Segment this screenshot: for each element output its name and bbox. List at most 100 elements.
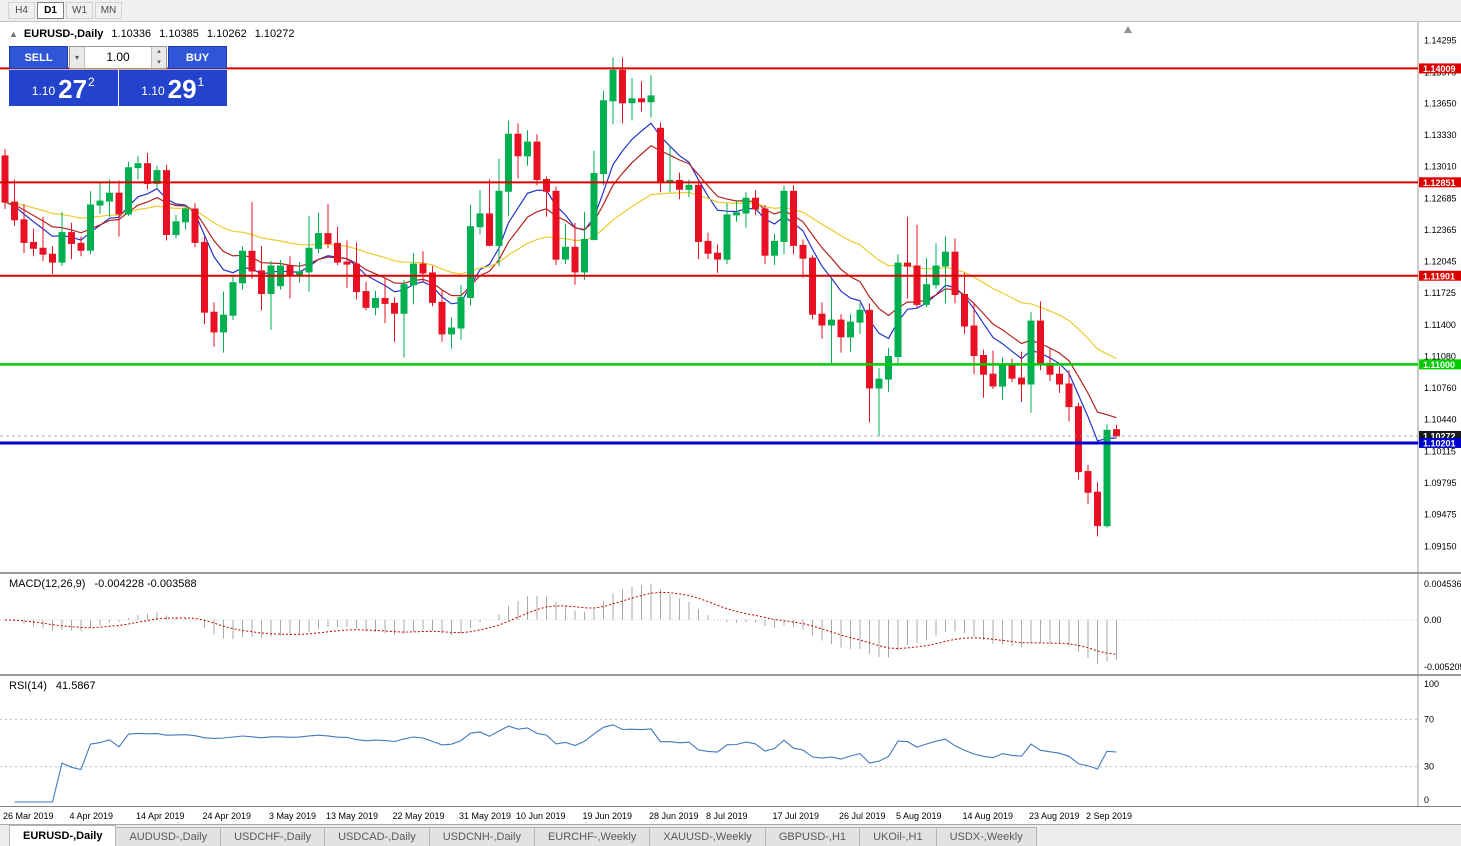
macd-canvas[interactable]: 0.004536 0.00 -0.005205 (0, 574, 1461, 674)
main-chart-canvas[interactable]: 1.142951.139701.136501.133301.130101.126… (0, 22, 1461, 572)
macd-histogram (14, 583, 1117, 664)
price-badge-1.11901 (1419, 270, 1461, 281)
volume-stepper: ▴ ▾ (151, 47, 166, 68)
svg-text:1.11901: 1.11901 (1423, 271, 1455, 281)
main-chart-panel: 1.142951.139701.136501.133301.130101.126… (0, 22, 1461, 572)
svg-text:1.10440: 1.10440 (1424, 414, 1457, 424)
chart-tab-gbpusd-h1[interactable]: GBPUSD-,H1 (764, 827, 861, 846)
svg-text:1.12045: 1.12045 (1424, 257, 1457, 267)
chart-tab-eurchf-weekly[interactable]: EURCHF-,Weekly (533, 827, 651, 846)
sell-price-whole: 1.10 (31, 84, 56, 98)
chart-tab-eurusd-daily[interactable]: EURUSD-,Daily (9, 825, 117, 846)
chart-tab-audusd-daily[interactable]: AUDUSD-,Daily (115, 827, 222, 846)
ohlc-open: 1.10336 (111, 28, 152, 40)
ma-slow-yellow (4, 191, 1117, 360)
price-badge-1.11000 (1419, 359, 1461, 370)
timeframe-button-h4[interactable]: H4 (8, 2, 35, 19)
svg-text:0.004536: 0.004536 (1424, 579, 1461, 589)
date-label: 26 Mar 2019 (3, 811, 54, 821)
buy-price-pipette: 1 (197, 75, 205, 89)
chart-tab-usdcnh-daily[interactable]: USDCNH-,Daily (428, 827, 535, 846)
chart-tab-bar: EURUSD-,Daily AUDUSD-,Daily USDCHF-,Daily U… (0, 824, 1461, 846)
date-label: 5 Aug 2019 (896, 811, 942, 821)
macd-values: -0.004228 -0.003588 (94, 578, 197, 590)
price-badge-1.14009 (1419, 63, 1461, 74)
timeframe-button-w1[interactable]: W1 (66, 2, 93, 19)
panel-divider-rsi[interactable] (0, 674, 1461, 676)
date-label: 31 May 2019 (459, 811, 512, 821)
svg-text:1.11080: 1.11080 (1424, 352, 1456, 362)
chart-shift-marker (1124, 26, 1132, 33)
svg-text:100: 100 (1424, 679, 1439, 689)
timeframe-toolbar: H4 D1 W1 MN (0, 0, 1461, 22)
date-label: 28 Jun 2019 (649, 811, 699, 821)
svg-text:1.12365: 1.12365 (1424, 225, 1457, 235)
rsi-indicator-panel: 100 70 30 0 RSI(14) 41.5867 (0, 676, 1461, 806)
svg-text:1.09795: 1.09795 (1424, 478, 1457, 488)
volume-down-icon[interactable]: ▾ (152, 57, 166, 68)
chart-tab-usdcad-daily[interactable]: USDCAD-,Daily (324, 827, 430, 846)
buy-price-pips: 29 (167, 74, 197, 104)
ma-fast-blue (4, 122, 1117, 442)
svg-text:0: 0 (1424, 795, 1429, 805)
buy-price-display[interactable]: 1.10 29 1 (118, 70, 227, 106)
rsi-value: 41.5867 (55, 680, 96, 692)
svg-text:1.10272: 1.10272 (1423, 431, 1456, 441)
rsi-canvas[interactable]: 100 70 30 0 (0, 676, 1461, 806)
chart-tab-ukoil-h1[interactable]: UKOil-,H1 (859, 827, 937, 846)
macd-name: MACD(12,26,9) (9, 578, 86, 590)
timeframe-button-d1[interactable]: D1 (37, 2, 64, 19)
chart-tab-usdchf-daily[interactable]: USDCHF-,Daily (220, 827, 326, 846)
svg-text:1.13650: 1.13650 (1424, 99, 1457, 109)
svg-text:1.13010: 1.13010 (1424, 162, 1457, 172)
date-label: 8 Jul 2019 (706, 811, 748, 821)
date-label: 26 Jul 2019 (839, 811, 886, 821)
volume-up-icon[interactable]: ▴ (152, 47, 166, 58)
svg-text:1.12851: 1.12851 (1423, 178, 1456, 188)
time-axis[interactable]: 26 Mar 2019 4 Apr 2019 14 Apr 2019 24 Apr 2… (0, 806, 1461, 824)
macd-indicator-panel: 0.004536 0.00 -0.005205 MACD(12,26,9) -0.0… (0, 574, 1461, 674)
sell-button[interactable]: SELL (9, 46, 68, 69)
chart-ohlc-header: ▲ EURUSD-,Daily 1.10336 1.10385 1.10262 … (9, 28, 294, 40)
date-label: 4 Apr 2019 (69, 811, 114, 821)
timeframe-button-mn[interactable]: MN (95, 2, 122, 19)
one-click-trade-panel: SELL ▾ 1.00 ▴ ▾ BUY 1.10 27 2 (9, 46, 227, 106)
date-label: 22 May 2019 (392, 811, 445, 821)
chart-tab-xauusd-weekly[interactable]: XAUUSD-,Weekly (649, 827, 766, 846)
chart-symbol-label: EURUSD-,Daily (23, 28, 104, 40)
svg-text:1.10760: 1.10760 (1424, 383, 1457, 393)
date-label: 19 Jun 2019 (582, 811, 633, 821)
ohlc-high: 1.10385 (159, 28, 199, 40)
svg-text:1.10115: 1.10115 (1424, 446, 1456, 456)
svg-text:1.11000: 1.11000 (1423, 360, 1455, 370)
date-label: 24 Apr 2019 (202, 811, 252, 821)
svg-text:-0.005205: -0.005205 (1424, 662, 1461, 672)
macd-label: MACD(12,26,9) -0.004228 -0.003588 (9, 578, 197, 590)
date-label: 10 Jun 2019 (516, 811, 566, 821)
date-label: 23 Aug 2019 (1029, 811, 1080, 821)
svg-text:0.00: 0.00 (1424, 615, 1442, 625)
volume-value[interactable]: 1.00 (106, 50, 130, 64)
svg-text:1.11400: 1.11400 (1424, 320, 1456, 330)
candlesticks (1, 57, 1120, 537)
date-label: 3 May 2019 (269, 811, 317, 821)
buy-price-whole: 1.10 (141, 84, 165, 98)
svg-text:1.14009: 1.14009 (1423, 64, 1456, 74)
date-label: 14 Aug 2019 (962, 811, 1014, 821)
rsi-line (14, 724, 1117, 803)
date-label: 13 May 2019 (326, 811, 379, 821)
ma-mid-red (4, 144, 1117, 419)
svg-text:1.13330: 1.13330 (1424, 130, 1457, 140)
panel-divider-macd[interactable] (0, 572, 1461, 574)
buy-button[interactable]: BUY (168, 46, 227, 69)
svg-text:1.09150: 1.09150 (1424, 541, 1457, 551)
svg-text:70: 70 (1424, 714, 1434, 724)
volume-dropdown-icon[interactable]: ▾ (70, 47, 85, 68)
sell-price-display[interactable]: 1.10 27 2 (9, 70, 118, 106)
chart-tab-usdx-weekly[interactable]: USDX-,Weekly (935, 827, 1037, 846)
price-badge-1.10272 (1419, 430, 1461, 441)
one-click-collapse-icon[interactable]: ▲ (9, 29, 18, 39)
svg-text:1.09475: 1.09475 (1424, 509, 1457, 519)
date-label: 14 Apr 2019 (136, 811, 185, 821)
